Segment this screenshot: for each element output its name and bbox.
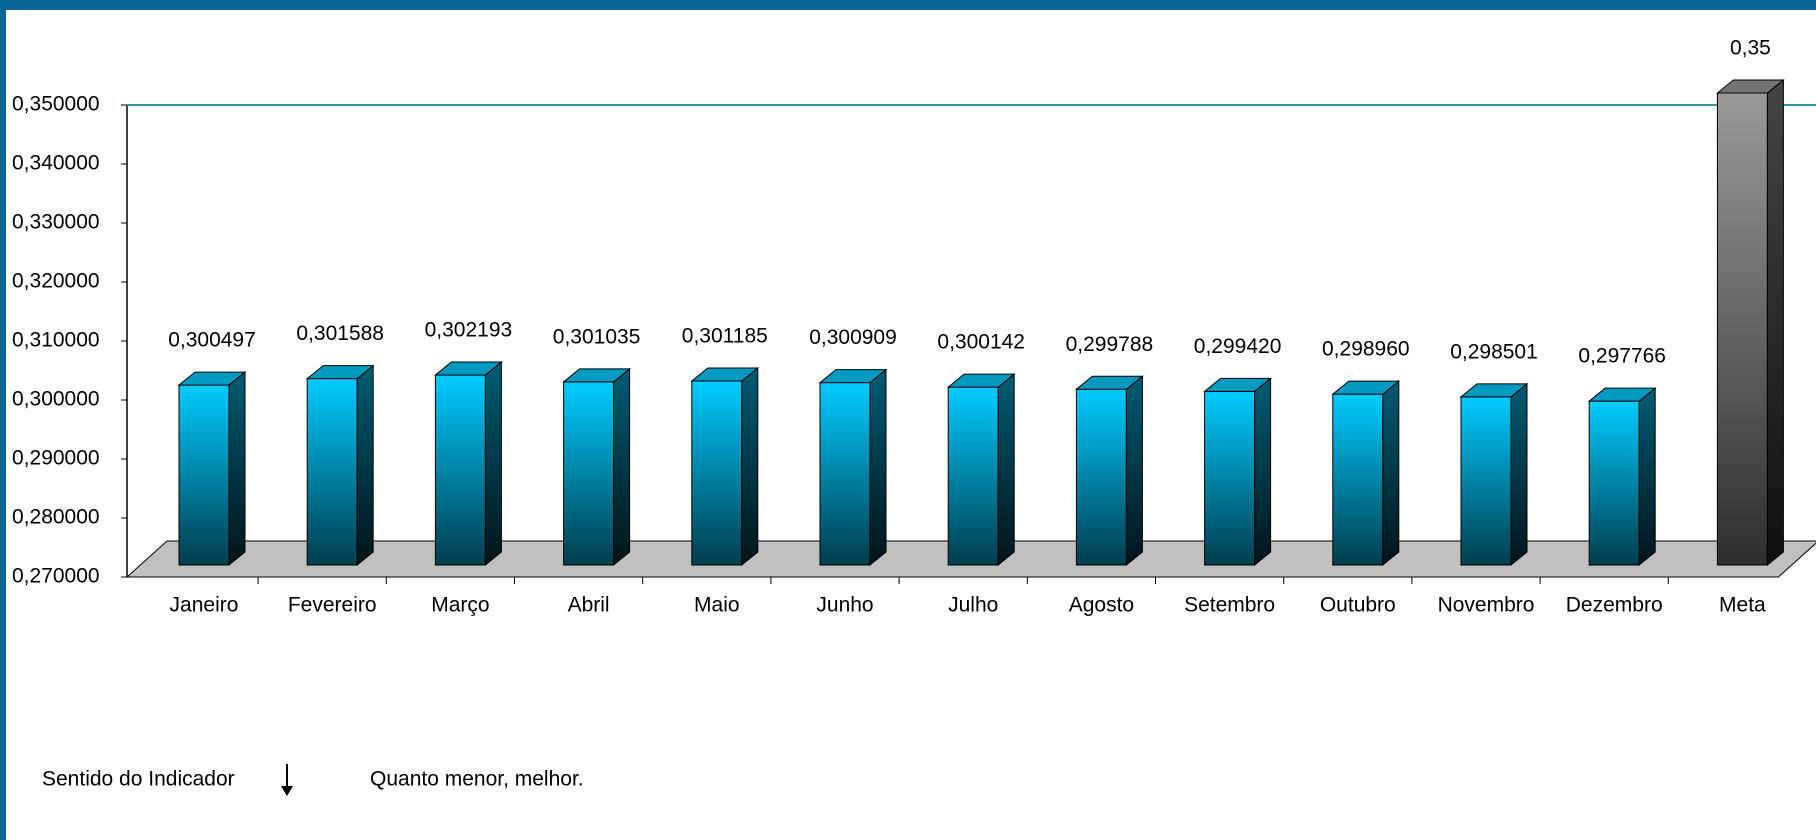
- bar-top: [1587, 387, 1657, 402]
- y-tick-label: 0,290000: [12, 447, 100, 470]
- bar-top: [1331, 380, 1401, 395]
- bar-side: [1638, 387, 1656, 567]
- x-tick-label: Janeiro: [170, 594, 239, 617]
- bar-side: [356, 364, 374, 567]
- x-tick-label: Maio: [694, 594, 740, 617]
- y-tick-label: 0,320000: [12, 270, 100, 293]
- bar-top: [305, 365, 375, 380]
- x-tick-label: Agosto: [1069, 594, 1134, 617]
- value-label: 0,301588: [296, 322, 384, 345]
- bar-side: [228, 371, 246, 567]
- y-tick-label: 0,330000: [12, 211, 100, 234]
- value-label: 0,299788: [1066, 333, 1154, 356]
- value-label: 0,35: [1730, 37, 1771, 60]
- value-label: 0,300909: [809, 326, 897, 349]
- value-label: 0,299420: [1194, 335, 1282, 358]
- value-label: 0,298960: [1322, 338, 1410, 361]
- y-tick-label: 0,300000: [12, 388, 100, 411]
- bar-top: [818, 369, 888, 384]
- y-tick-label: 0,310000: [12, 329, 100, 352]
- value-label: 0,300142: [937, 331, 1025, 354]
- y-tick-label: 0,350000: [12, 93, 100, 116]
- bar: [178, 384, 230, 566]
- bar-side: [997, 373, 1015, 567]
- bar-side: [741, 366, 759, 567]
- bar-top: [946, 373, 1016, 388]
- x-tick-label: Julho: [948, 594, 998, 617]
- indicator-label: Sentido do Indicador: [42, 768, 235, 791]
- bar: [563, 381, 615, 566]
- bar: [1204, 390, 1256, 566]
- x-tick-label: Novembro: [1438, 594, 1535, 617]
- value-label: 0,301035: [553, 325, 641, 348]
- bar-top: [1459, 383, 1529, 398]
- bar: [306, 378, 358, 566]
- x-tick-label: Outubro: [1320, 594, 1396, 617]
- x-tick-label: Junho: [816, 594, 873, 617]
- bar-top: [562, 368, 632, 383]
- bar-top: [433, 361, 503, 376]
- y-tick-label: 0,340000: [12, 152, 100, 175]
- x-tick-label: Dezembro: [1566, 594, 1663, 617]
- value-label: 0,300497: [168, 329, 256, 352]
- x-tick-label: Março: [431, 594, 489, 617]
- bar: [1075, 388, 1127, 566]
- bar-side: [1510, 382, 1528, 567]
- bar: [1588, 400, 1640, 566]
- bar-side: [1254, 377, 1272, 567]
- bar: [819, 382, 871, 566]
- bar: [1716, 92, 1768, 566]
- bar: [434, 374, 486, 566]
- bar-top: [1203, 377, 1273, 392]
- bar-side: [1382, 380, 1400, 567]
- bar-top: [690, 367, 760, 382]
- y-tick-label: 0,280000: [12, 506, 100, 529]
- bar-side: [1125, 375, 1143, 567]
- value-label: 0,297766: [1578, 345, 1666, 368]
- x-tick-label: Fevereiro: [288, 594, 377, 617]
- y-tick-label: 0,270000: [12, 565, 100, 588]
- bar-top: [177, 371, 247, 386]
- value-label: 0,301185: [682, 325, 768, 348]
- x-tick-label: Setembro: [1184, 594, 1275, 617]
- indicator-text: Quanto menor, melhor.: [370, 768, 584, 791]
- bar-side: [1766, 78, 1784, 567]
- bar: [1460, 396, 1512, 566]
- x-tick-label: Abril: [568, 594, 610, 617]
- bar-top: [1715, 79, 1785, 94]
- bar: [691, 380, 743, 566]
- bar: [947, 386, 999, 566]
- down-arrow: [281, 764, 293, 796]
- bar-side: [613, 367, 631, 567]
- value-label: 0,298501: [1450, 340, 1538, 363]
- bar: [1332, 393, 1384, 566]
- bar-top: [1074, 375, 1144, 390]
- bar-side: [484, 361, 502, 567]
- bar-side: [869, 368, 887, 567]
- value-label: 0,302193: [425, 319, 513, 342]
- x-tick-label: Meta: [1719, 594, 1766, 617]
